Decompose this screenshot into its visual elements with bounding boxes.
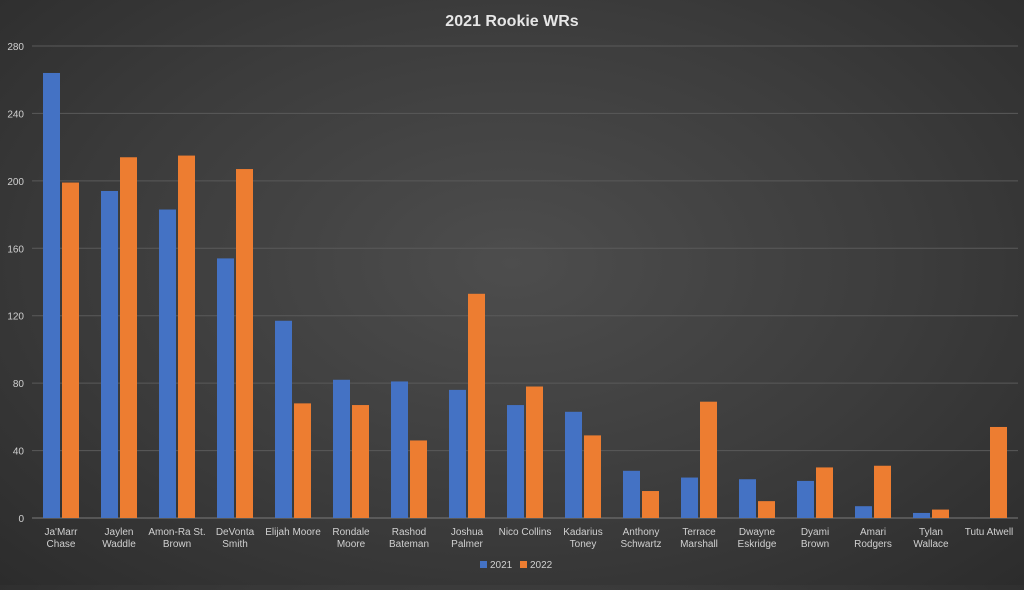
- bar-2022: [526, 386, 543, 518]
- x-tick-label: Anthony Schwartz: [620, 527, 661, 550]
- bar-2021: [333, 379, 350, 518]
- category-group: [333, 379, 369, 518]
- y-tick-label: 240: [7, 109, 24, 120]
- bar-2022: [642, 491, 659, 518]
- bar-2022: [468, 293, 485, 518]
- x-tick-label: Tylan Wallace: [913, 527, 949, 550]
- x-tick-label: Terrace Marshall: [680, 527, 718, 550]
- bar-2022: [294, 403, 311, 518]
- category-group: [990, 426, 1007, 518]
- x-tick-label: Amari Rodgers: [854, 527, 892, 550]
- bar-2022: [874, 465, 891, 518]
- category-group: [565, 411, 601, 518]
- y-tick-label: 160: [7, 244, 24, 255]
- category-group: [507, 386, 543, 518]
- bar-2022: [932, 509, 949, 518]
- category-group: [43, 72, 79, 519]
- bar-2021: [739, 479, 756, 518]
- bar-2021: [565, 411, 582, 518]
- x-tick-label: Elijah Moore: [265, 527, 321, 538]
- x-tick-label: Dwayne Eskridge: [738, 527, 777, 550]
- bar-2022: [352, 405, 369, 518]
- legend-swatch-2021: [480, 561, 487, 568]
- y-tick-label: 200: [7, 177, 24, 188]
- y-tick-label: 280: [7, 42, 24, 53]
- bar-2022: [410, 440, 427, 518]
- bar-2021: [101, 190, 118, 518]
- gridlines: [32, 45, 1018, 519]
- x-tick-label: DeVonta Smith: [216, 527, 255, 550]
- bar-2022: [120, 157, 137, 518]
- bar-2022: [758, 501, 775, 518]
- bar-2021: [855, 506, 872, 518]
- x-axis: Ja'Marr Chase Jaylen Waddle Amon-Ra St. Brown…: [44, 527, 1013, 550]
- bar-2021: [449, 389, 466, 518]
- bar-2021: [217, 258, 234, 518]
- x-tick-label: Jaylen Waddle: [102, 527, 136, 550]
- bar-2022: [700, 401, 717, 518]
- bars: [43, 72, 1007, 519]
- bar-2021: [797, 480, 814, 518]
- bar-2021: [913, 512, 930, 518]
- bar-2021: [507, 405, 524, 518]
- category-group: [623, 470, 659, 518]
- x-tick-label: Kadarius Toney: [563, 527, 602, 550]
- bar-2022: [816, 467, 833, 518]
- bar-2022: [178, 155, 195, 519]
- category-group: [275, 320, 311, 518]
- y-tick-label: 120: [7, 312, 24, 323]
- category-group: [391, 381, 427, 518]
- bar-2021: [43, 72, 60, 518]
- y-tick-label: 0: [18, 514, 24, 525]
- x-tick-label: Dyami Brown: [801, 527, 829, 550]
- bar-2021: [391, 381, 408, 518]
- x-tick-label: Joshua Palmer: [451, 527, 484, 550]
- legend-label-2022: 2022: [530, 560, 553, 571]
- category-group: [855, 465, 891, 518]
- category-group: [797, 467, 833, 518]
- category-group: [217, 169, 253, 519]
- category-group: [449, 293, 485, 518]
- chart-title: 2021 Rookie WRs: [445, 13, 578, 30]
- y-axis: 0 40 80 120 160 200 240 280: [7, 42, 24, 525]
- x-tick-label: Ja'Marr Chase: [44, 527, 78, 550]
- legend-label-2021: 2021: [490, 560, 513, 571]
- bar-2022: [62, 182, 79, 519]
- x-tick-label: Amon-Ra St. Brown: [148, 527, 205, 550]
- category-group: [913, 509, 949, 518]
- y-tick-label: 80: [13, 379, 25, 390]
- bar-2021: [275, 320, 292, 518]
- category-group: [159, 155, 195, 519]
- bar-2022: [584, 435, 601, 518]
- legend: 2021 2022: [480, 560, 553, 571]
- category-group: [681, 401, 717, 518]
- x-tick-label: Nico Collins: [499, 527, 552, 538]
- x-tick-label: Rondale Moore: [332, 527, 370, 550]
- x-tick-label: Rashod Bateman: [389, 527, 429, 550]
- category-group: [101, 157, 137, 518]
- bar-2021: [623, 470, 640, 518]
- legend-swatch-2022: [520, 561, 527, 568]
- bar-2022: [990, 426, 1007, 518]
- y-tick-label: 40: [13, 447, 25, 458]
- x-tick-label: Tutu Atwell: [965, 527, 1014, 538]
- category-group: [739, 479, 775, 518]
- bar-2021: [681, 477, 698, 518]
- bar-2022: [236, 169, 253, 519]
- bar-2021: [159, 209, 176, 518]
